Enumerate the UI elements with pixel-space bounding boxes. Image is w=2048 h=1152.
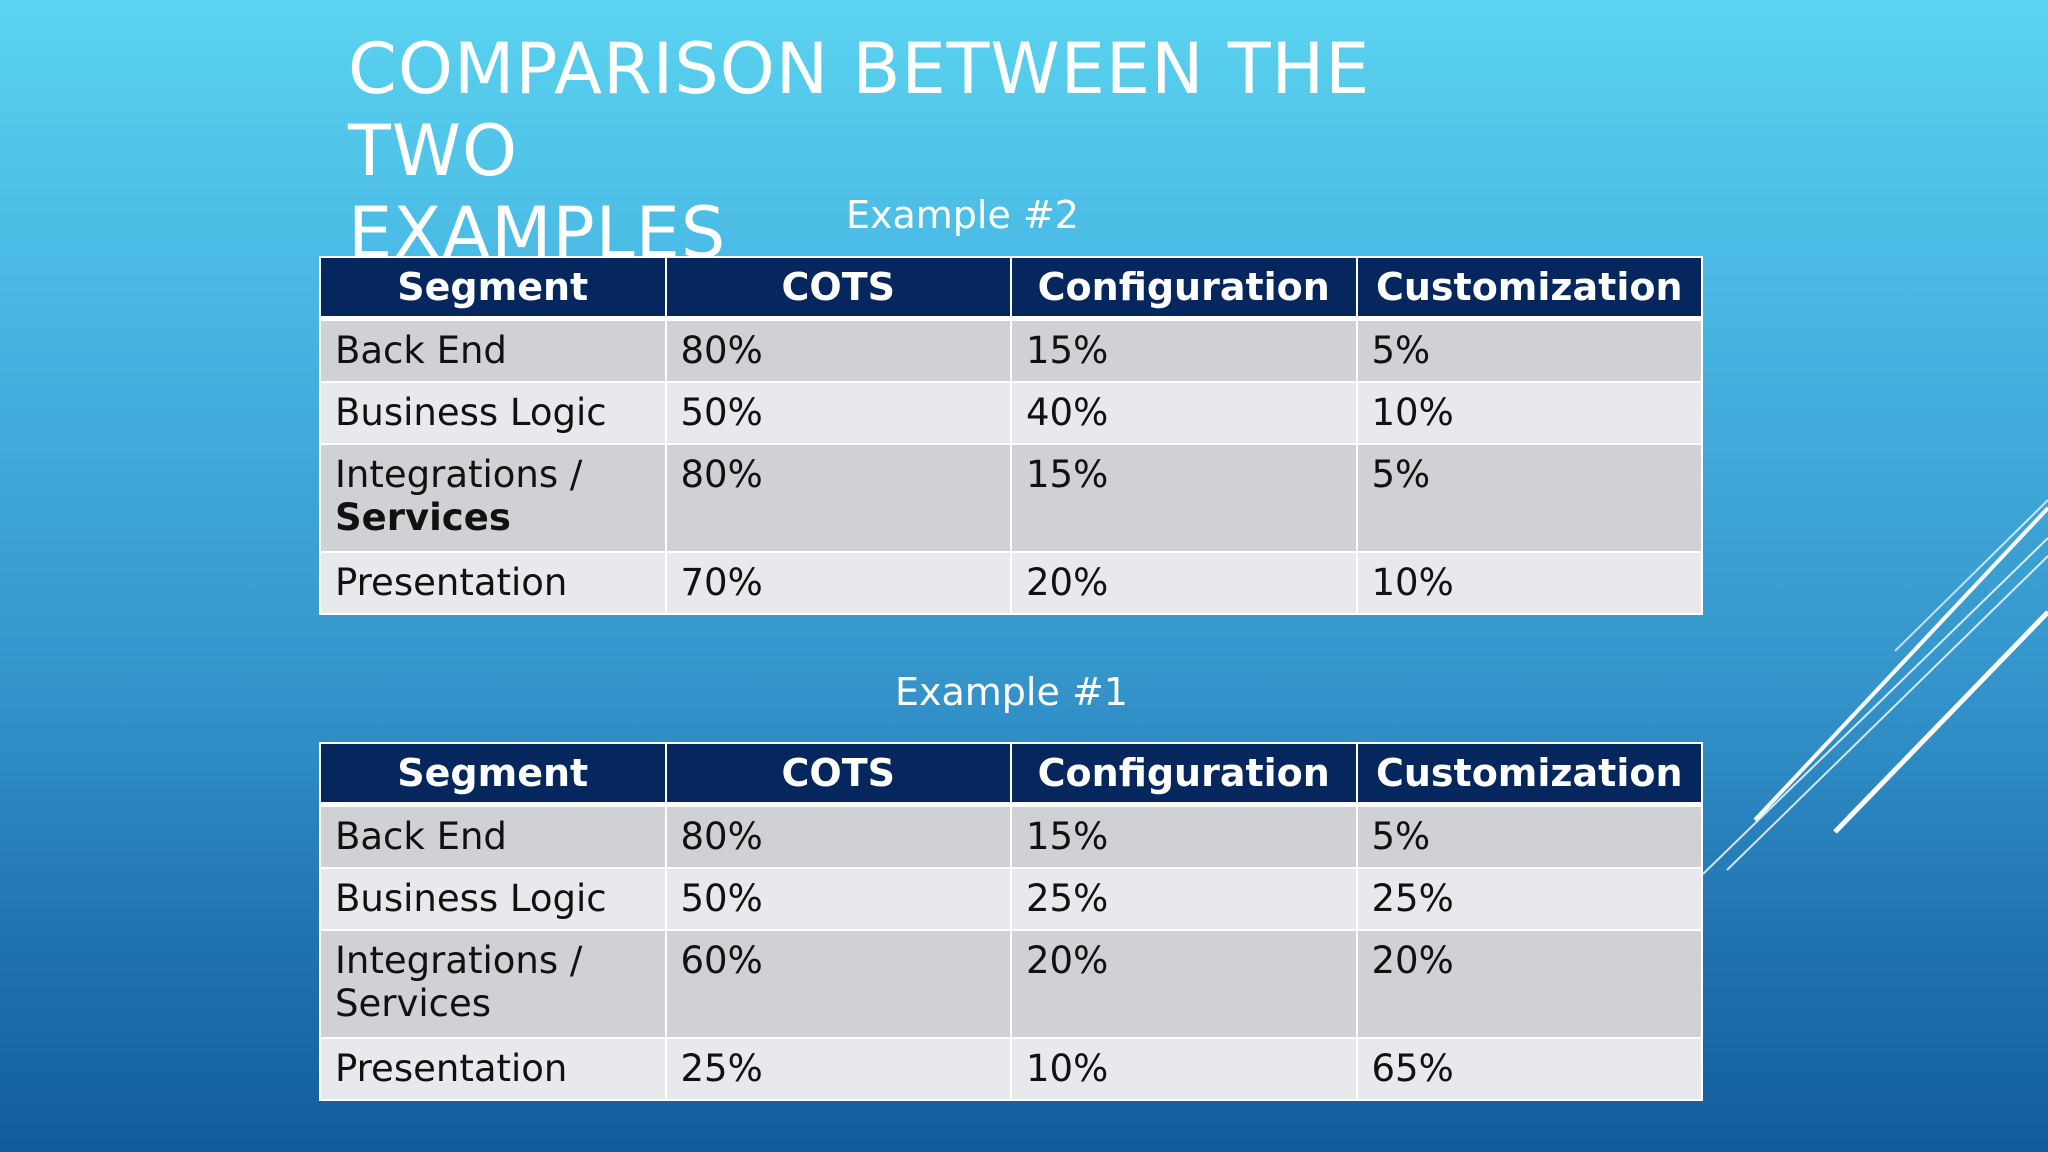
cell-configuration: 25%: [1010, 867, 1358, 931]
deco-line: [1726, 555, 2048, 871]
cell-configuration: 10%: [1010, 1037, 1358, 1101]
column-header-configuration: Configuration: [1010, 742, 1358, 807]
cell-segment: Business Logic: [319, 867, 667, 931]
table-row: Integrations / Services 80% 15% 5%: [319, 443, 1703, 553]
column-header-configuration: Configuration: [1010, 256, 1358, 321]
cell-configuration: 40%: [1010, 381, 1358, 445]
example-2-caption: Example #2: [846, 193, 1079, 237]
segment-line-1: Integrations /: [335, 939, 583, 982]
decorative-diagonal-lines: [1702, 499, 2048, 875]
table-header-row: Segment COTS Configuration Customization: [319, 742, 1703, 807]
example-1-table: Segment COTS Configuration Customization…: [319, 742, 1703, 1101]
cell-segment: Integrations / Services: [319, 443, 667, 553]
cell-customization: 10%: [1355, 551, 1703, 615]
table-row: Business Logic 50% 25% 25%: [319, 867, 1703, 931]
table-row: Back End 80% 15% 5%: [319, 317, 1703, 383]
cell-configuration: 15%: [1010, 317, 1358, 383]
column-header-cots: COTS: [664, 256, 1012, 321]
cell-cots: 80%: [664, 443, 1012, 553]
deco-line: [1753, 506, 2048, 822]
cell-customization: 65%: [1355, 1037, 1703, 1101]
cell-configuration: 15%: [1010, 803, 1358, 869]
table-row: Business Logic 50% 40% 10%: [319, 381, 1703, 445]
cell-customization: 10%: [1355, 381, 1703, 445]
segment-line-1: Integrations /: [335, 453, 583, 496]
deco-line: [1702, 537, 2048, 875]
example-1-caption: Example #1: [895, 670, 1128, 714]
cell-segment: Integrations / Services: [319, 929, 667, 1039]
cell-segment: Business Logic: [319, 381, 667, 445]
cell-segment: Presentation: [319, 551, 667, 615]
table-row: Presentation 25% 10% 65%: [319, 1037, 1703, 1101]
column-header-customization: Customization: [1355, 256, 1703, 321]
cell-cots: 80%: [664, 803, 1012, 869]
slide-title: COMPARISON BETWEEN THE TWO EXAMPLES: [348, 28, 1548, 274]
deco-line: [1833, 610, 2048, 834]
deco-line: [1894, 499, 2048, 652]
cell-cots: 50%: [664, 867, 1012, 931]
cell-customization: 5%: [1355, 317, 1703, 383]
cell-segment: Back End: [319, 803, 667, 869]
cell-cots: 25%: [664, 1037, 1012, 1101]
example-2-table: Segment COTS Configuration Customization…: [319, 256, 1703, 615]
table-row: Presentation 70% 20% 10%: [319, 551, 1703, 615]
segment-line-2: Services: [335, 496, 511, 539]
column-header-segment: Segment: [319, 256, 667, 321]
cell-customization: 25%: [1355, 867, 1703, 931]
table-row: Integrations / Services 60% 20% 20%: [319, 929, 1703, 1039]
cell-customization: 5%: [1355, 803, 1703, 869]
column-header-cots: COTS: [664, 742, 1012, 807]
slide-title-line-1: COMPARISON BETWEEN THE TWO: [348, 28, 1371, 192]
cell-customization: 5%: [1355, 443, 1703, 553]
segment-line-2: Services: [335, 982, 492, 1025]
column-header-segment: Segment: [319, 742, 667, 807]
cell-cots: 80%: [664, 317, 1012, 383]
column-header-customization: Customization: [1355, 742, 1703, 807]
cell-segment: Back End: [319, 317, 667, 383]
cell-cots: 50%: [664, 381, 1012, 445]
table-header-row: Segment COTS Configuration Customization: [319, 256, 1703, 321]
cell-configuration: 20%: [1010, 929, 1358, 1039]
cell-cots: 60%: [664, 929, 1012, 1039]
cell-customization: 20%: [1355, 929, 1703, 1039]
cell-segment: Presentation: [319, 1037, 667, 1101]
cell-configuration: 15%: [1010, 443, 1358, 553]
cell-cots: 70%: [664, 551, 1012, 615]
table-row: Back End 80% 15% 5%: [319, 803, 1703, 869]
cell-configuration: 20%: [1010, 551, 1358, 615]
